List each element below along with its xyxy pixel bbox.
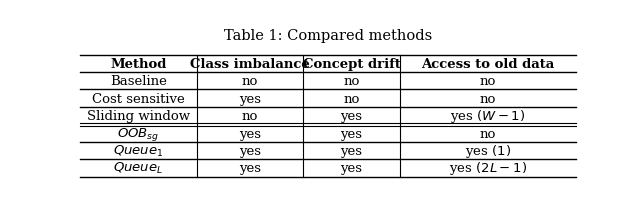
Text: yes: yes: [340, 162, 362, 175]
Text: $Queue_1$: $Queue_1$: [113, 143, 164, 158]
Text: yes: yes: [239, 162, 261, 175]
Text: Class imbalance: Class imbalance: [190, 58, 310, 70]
Text: no: no: [242, 75, 258, 88]
Text: yes $(W-1)$: yes $(W-1)$: [451, 107, 525, 124]
Text: $OOB_{sg}$: $OOB_{sg}$: [117, 125, 159, 142]
Text: Baseline: Baseline: [110, 75, 166, 88]
Text: no: no: [242, 109, 258, 122]
Text: Method: Method: [110, 58, 166, 70]
Text: yes: yes: [239, 92, 261, 105]
Text: Table 1: Compared methods: Table 1: Compared methods: [224, 29, 432, 43]
Text: yes: yes: [340, 127, 362, 140]
Text: yes: yes: [340, 109, 362, 122]
Text: yes: yes: [340, 144, 362, 157]
Text: $Queue_L$: $Queue_L$: [113, 161, 163, 176]
Text: Concept drift: Concept drift: [303, 58, 401, 70]
Text: Sliding window: Sliding window: [86, 109, 190, 122]
Text: no: no: [344, 92, 360, 105]
Text: yes $(2L-1)$: yes $(2L-1)$: [449, 160, 527, 177]
Text: no: no: [480, 127, 496, 140]
Text: yes $(1)$: yes $(1)$: [465, 142, 511, 159]
Text: no: no: [344, 75, 360, 88]
Text: no: no: [480, 75, 496, 88]
Text: Cost sensitive: Cost sensitive: [92, 92, 185, 105]
Text: Access to old data: Access to old data: [421, 58, 555, 70]
Text: no: no: [480, 92, 496, 105]
Text: yes: yes: [239, 144, 261, 157]
Text: yes: yes: [239, 127, 261, 140]
